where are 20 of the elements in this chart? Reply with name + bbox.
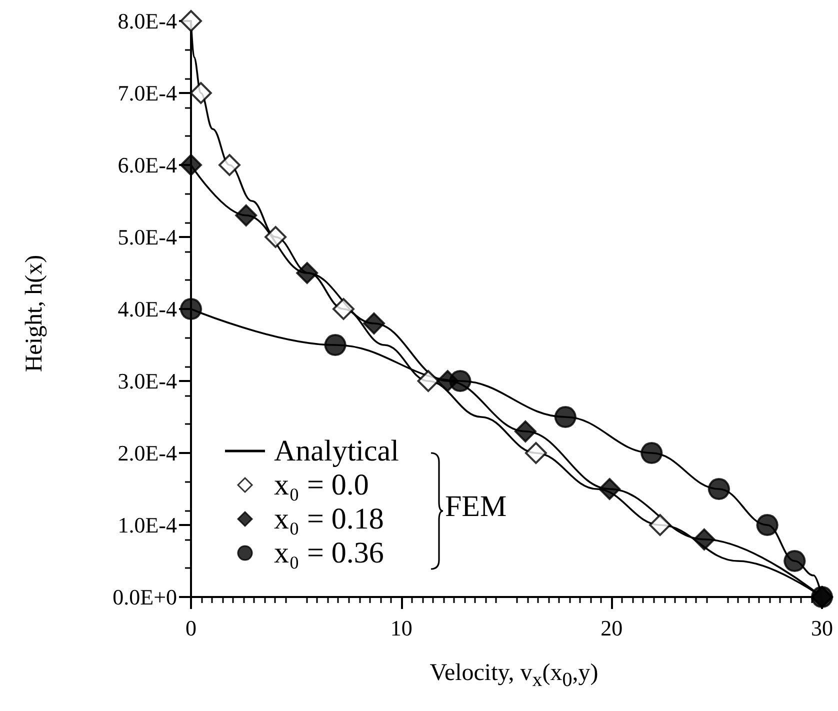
annotation: FEM xyxy=(445,490,507,524)
x-axis-title: Velocity, v$_{x}$(x$_{0}$,y) xyxy=(428,660,600,692)
y-tick-label: 3.0E-4 xyxy=(118,368,177,394)
y-tick-label: 8.0E-4 xyxy=(118,8,177,34)
y-tick-label: 5.0E-4 xyxy=(118,224,177,250)
y-tick-label: 2.0E-4 xyxy=(118,440,177,466)
y-tick-label: 6.0E-4 xyxy=(118,152,177,178)
y-axis-title: Height, h(x) xyxy=(22,254,48,374)
x-tick-label: 30 xyxy=(811,616,833,640)
y-tick-label: 0.0E+0 xyxy=(112,584,177,610)
y-tick-label: 7.0E-4 xyxy=(118,80,177,106)
legend-label: x₀ = 0.18 xyxy=(274,502,384,536)
x-tick-label: 10 xyxy=(390,616,412,640)
legend-label: Analytical xyxy=(274,434,399,468)
y-tick-label: 1.0E-4 xyxy=(118,512,177,538)
legend-label: x₀ = 0.0 xyxy=(274,468,369,502)
legend-label: x₀ = 0.36 xyxy=(274,536,384,570)
y-tick-label: 4.0E-4 xyxy=(118,296,177,322)
x-tick-label: 0 xyxy=(186,616,196,640)
x-tick-label: 20 xyxy=(600,616,623,640)
